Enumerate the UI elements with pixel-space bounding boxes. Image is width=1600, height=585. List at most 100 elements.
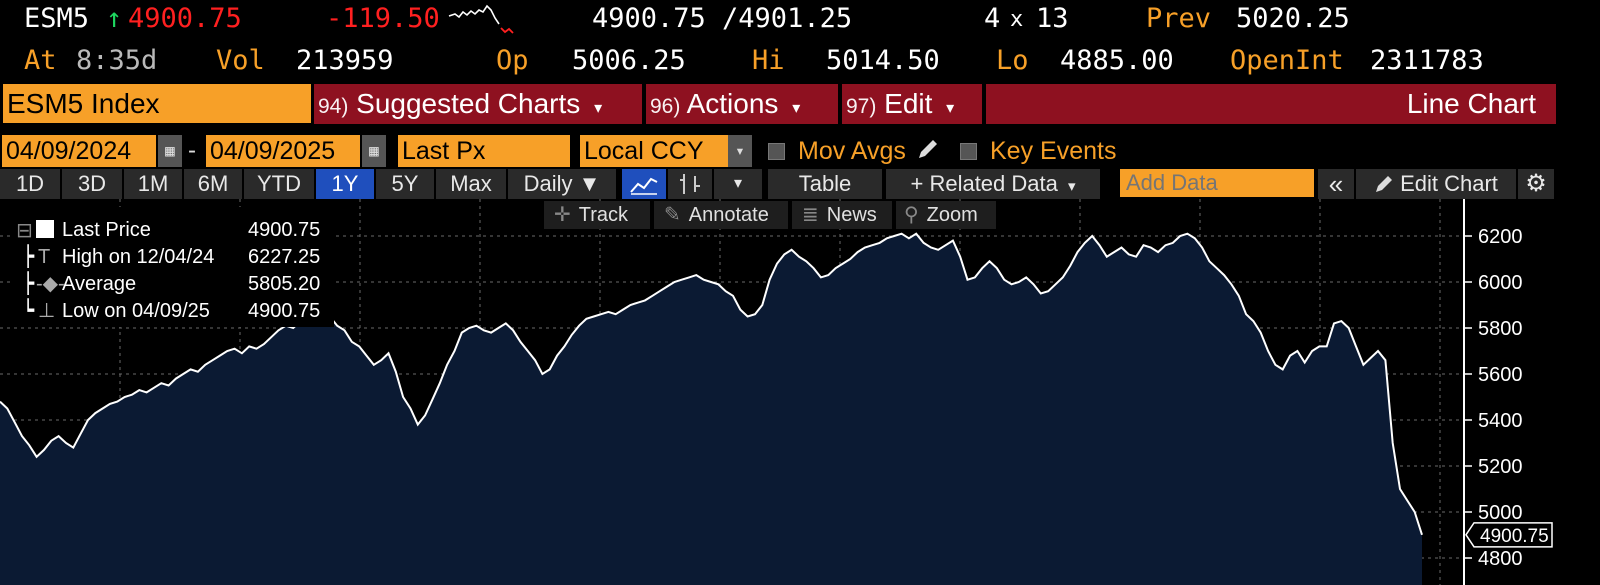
related-data-menu[interactable]: + Related Data ▾ (886, 169, 1100, 199)
date-range-separator: - (188, 137, 196, 164)
open-value: 5006.25 (572, 45, 686, 76)
track-tool[interactable]: ✛ Track (544, 201, 650, 229)
pencil-icon: ✎ (664, 204, 681, 226)
price-field-select[interactable]: Last Px (398, 135, 570, 167)
legend-high-label: High on 12/04/24 (62, 246, 215, 268)
price-chart[interactable]: 4800 5000 5200 5400 5600 5800 6000 6200 4900.75 (0, 199, 1600, 585)
magnifier-icon: ⚲ (904, 204, 919, 226)
legend-low-label: Low on 04/09/25 (62, 300, 210, 322)
tree-end-icon: ┕ (22, 300, 35, 322)
low-marker-icon: ⊥ (38, 300, 56, 322)
end-date-field[interactable]: 04/09/2025 (206, 135, 360, 167)
open-interest-label: OpenInt (1230, 45, 1344, 76)
low-label: Lo (996, 45, 1029, 76)
high-marker-icon: T (38, 246, 51, 268)
collapse-icon[interactable]: « (1318, 169, 1354, 199)
legend-last-value: 4900.75 (248, 219, 321, 241)
period-3d[interactable]: 3D (62, 169, 122, 199)
frequency-select[interactable]: Daily ▼ (508, 169, 616, 199)
y-axis-tick-label: 5600 (1478, 364, 1523, 386)
actions-label: Actions (686, 88, 779, 119)
size-separator: x (1010, 7, 1024, 32)
period-1m[interactable]: 1M (124, 169, 182, 199)
last-price: 4900.75 (128, 3, 242, 34)
y-axis-tick-label: 6200 (1478, 226, 1523, 248)
actions-menu[interactable]: 96) Actions ▾ (646, 84, 838, 124)
price-area (0, 233, 1422, 585)
crosshair-icon: ✛ (554, 204, 571, 226)
pencil-icon[interactable] (914, 137, 942, 163)
zoom-label: Zoom (926, 204, 978, 226)
key-events-checkbox[interactable] (960, 143, 977, 160)
prev-value: 5020.25 (1236, 3, 1350, 34)
at-label: At (24, 45, 57, 76)
zoom-tool[interactable]: ⚲ Zoom (896, 201, 996, 229)
period-1y[interactable]: 1Y (316, 169, 374, 199)
legend-swatch-last (36, 220, 54, 238)
chevron-down-icon: ▾ (594, 100, 603, 117)
candlestick-chart-icon[interactable] (668, 169, 712, 199)
suggested-charts-label: Suggested Charts (356, 88, 581, 119)
start-date-field[interactable]: 04/09/2024 (2, 135, 156, 167)
edit-menu[interactable]: 97) Edit ▾ (842, 84, 982, 124)
calendar-icon[interactable]: ▦ (158, 135, 182, 167)
period-max[interactable]: Max (436, 169, 506, 199)
y-axis-tick-label: 5200 (1478, 456, 1523, 478)
ask-size: 13 (1036, 3, 1069, 34)
y-axis-tick-label: 5800 (1478, 318, 1523, 340)
edit-chart-button[interactable]: Edit Chart (1356, 169, 1516, 199)
mov-avgs-label: Mov Avgs (798, 137, 906, 165)
legend-average-value: 5805.20 (248, 273, 321, 295)
calendar-icon[interactable]: ▦ (362, 135, 386, 167)
period-ytd[interactable]: YTD (244, 169, 314, 199)
news-icon: ≣ (802, 204, 819, 226)
bid-ask: 4900.75 /4901.25 (592, 3, 853, 34)
y-axis-tick-label: 6000 (1478, 272, 1523, 294)
annotate-tool[interactable]: ✎ Annotate (654, 201, 788, 229)
high-label: Hi (752, 45, 785, 76)
key-events-label: Key Events (990, 137, 1117, 165)
line-chart-icon[interactable] (622, 169, 666, 199)
news-label: News (826, 204, 877, 226)
low-value: 4885.00 (1060, 45, 1174, 76)
edit-number: 97) (846, 95, 877, 118)
period-1d[interactable]: 1D (0, 169, 60, 199)
y-axis-tick-label: 5400 (1478, 410, 1523, 432)
actions-number: 96) (650, 95, 681, 118)
gear-icon[interactable]: ⚙ (1518, 169, 1554, 199)
bid-size: 4 (984, 3, 1001, 34)
legend-average-label: Average (62, 273, 137, 295)
period-5y[interactable]: 5Y (376, 169, 434, 199)
security-field[interactable]: ESM5 Index (3, 84, 311, 123)
currency-select[interactable]: Local CCY (580, 135, 728, 167)
chevron-down-icon[interactable]: ▾ (714, 169, 762, 199)
y-axis-tick-label: 4800 (1478, 548, 1523, 570)
period-6m[interactable]: 6M (184, 169, 242, 199)
annotate-label: Annotate (688, 204, 769, 226)
chart-legend (10, 207, 334, 327)
vol-value: 213959 (296, 45, 394, 76)
legend-last-label: Last Price (62, 219, 151, 241)
chevron-down-icon: ▾ (1067, 178, 1076, 195)
chevron-down-icon: ▾ (792, 100, 801, 117)
net-change: -119.50 (326, 3, 440, 34)
legend-collapse-icon[interactable]: ⊟ (16, 220, 33, 242)
price-line (0, 232, 1423, 536)
time-value: 8:35d (76, 45, 158, 76)
pencil-icon (1376, 176, 1393, 192)
open-label: Op (496, 45, 529, 76)
chart-type-label: Line Chart (986, 84, 1556, 124)
tree-branch-icon: ┝ (22, 246, 35, 268)
mov-avgs-checkbox[interactable] (768, 143, 785, 160)
suggested-charts-menu[interactable]: 94) Suggested Charts ▾ (314, 84, 642, 124)
up-arrow-icon: ↑ (106, 3, 123, 34)
chevron-down-icon: ▾ (946, 100, 955, 117)
vol-label: Vol (216, 45, 265, 76)
news-tool[interactable]: ≣ News (792, 201, 892, 229)
high-value: 5014.50 (826, 45, 940, 76)
table-button[interactable]: Table (768, 169, 882, 199)
ticker-symbol: ESM5 (24, 3, 90, 34)
add-data-input[interactable] (1120, 169, 1314, 197)
chevron-down-icon[interactable]: ▾ (728, 135, 752, 167)
track-label: Track (578, 204, 629, 226)
